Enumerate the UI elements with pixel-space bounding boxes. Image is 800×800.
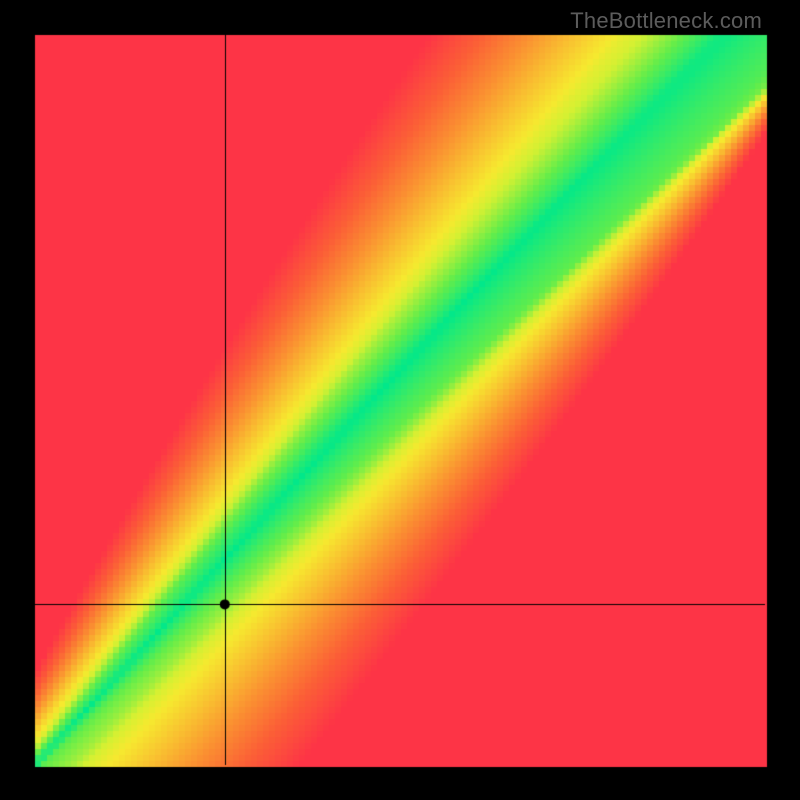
bottleneck-heatmap [0,0,800,800]
watermark-text: TheBottleneck.com [570,8,762,34]
